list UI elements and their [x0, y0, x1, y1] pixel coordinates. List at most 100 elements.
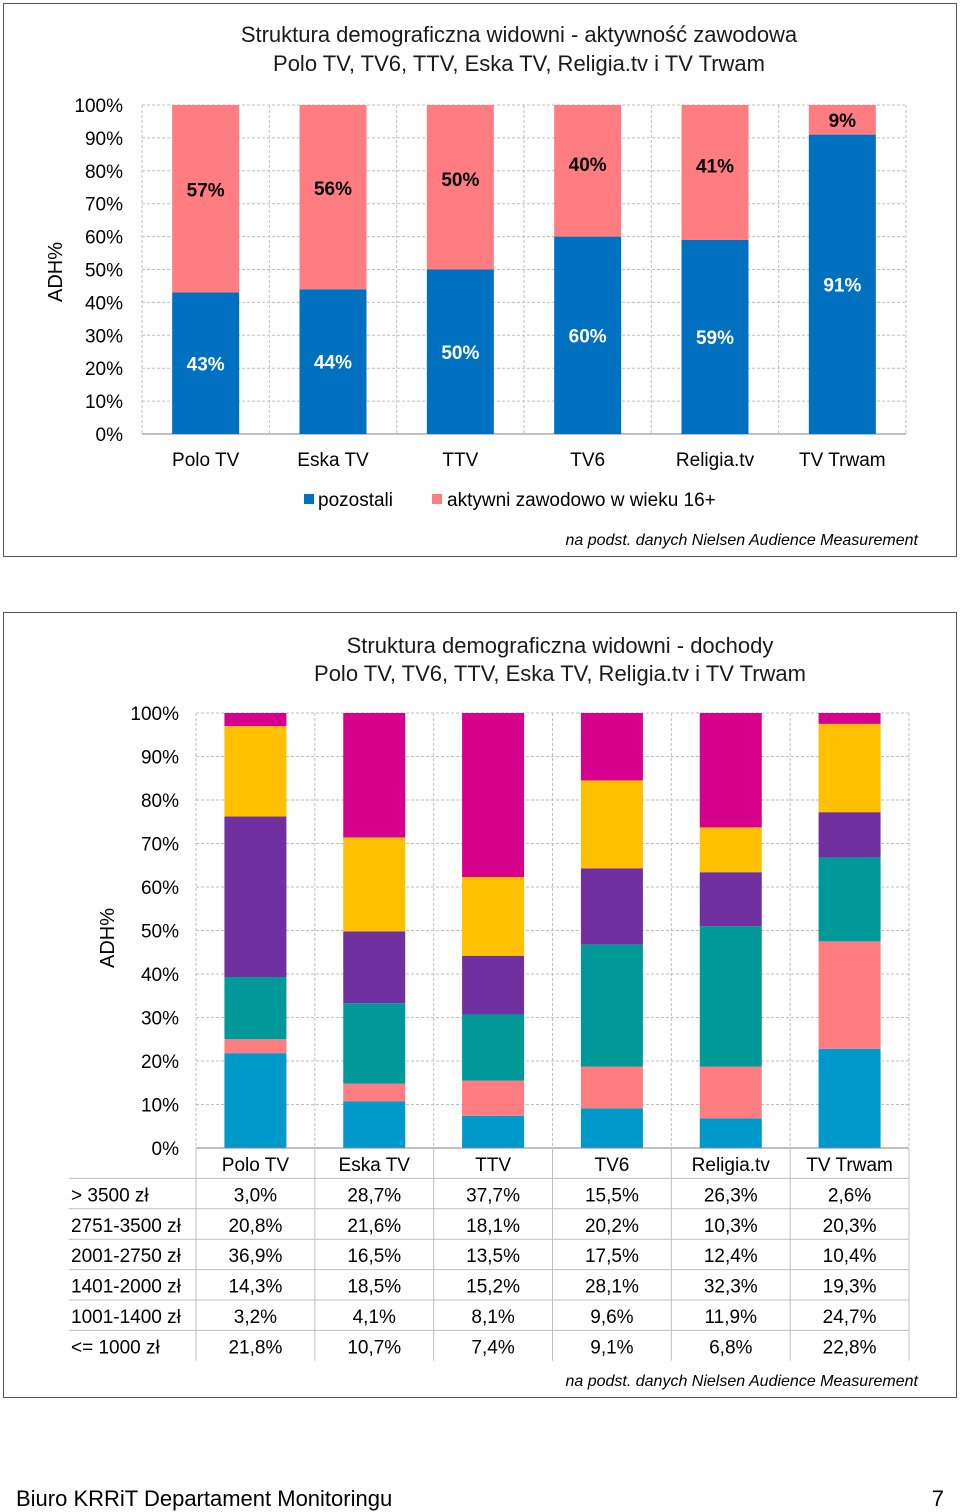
- bar-segment: [224, 713, 287, 727]
- table-cell: 26,3%: [704, 1185, 758, 1206]
- table-cell: 6,8%: [709, 1337, 752, 1358]
- table-cell: 22,8%: [823, 1337, 877, 1358]
- table-cell: 17,5%: [585, 1246, 639, 1267]
- table-cell: 3,0%: [234, 1185, 277, 1206]
- bar-segment: [580, 944, 643, 1067]
- bar-segment: [462, 955, 525, 1015]
- bar-segment: [699, 872, 762, 927]
- y-tick-label: 80%: [141, 791, 179, 812]
- y-tick-label: 60%: [141, 878, 179, 899]
- bar-segment: [554, 236, 622, 434]
- table-cell: 3,2%: [234, 1307, 277, 1328]
- data-label: 44%: [314, 353, 352, 374]
- chart-title: Struktura demograficzna widowni - aktywn…: [241, 22, 798, 47]
- table-cell: 19,3%: [823, 1277, 877, 1298]
- bar-segment: [580, 713, 643, 781]
- table-cell: 12,4%: [704, 1246, 758, 1267]
- bar-segment: [224, 726, 287, 817]
- bar-segment: [580, 1066, 643, 1109]
- table-row-header: 2751-3500 zł: [71, 1216, 182, 1237]
- bar-segment: [818, 723, 881, 813]
- legend-label: aktywni zawodowo w wieku 16+: [447, 490, 716, 511]
- bar-segment: [699, 713, 762, 828]
- bar-segment: [580, 868, 643, 945]
- bar-segment: [818, 857, 881, 942]
- bar-segment: [299, 289, 367, 434]
- table-cell: 28,7%: [347, 1185, 401, 1206]
- bar-segment: [426, 105, 494, 270]
- data-label: 41%: [696, 157, 734, 178]
- x-tick-label: TV Trwam: [799, 450, 886, 471]
- table-cell: 11,9%: [705, 1307, 758, 1328]
- bar-segment: [699, 1118, 762, 1148]
- table-cell: 16,5%: [347, 1246, 401, 1267]
- y-tick-label: 10%: [141, 1096, 179, 1117]
- bar-segment: [462, 1014, 525, 1081]
- bar-segment: [462, 1080, 525, 1116]
- bar-segment: [299, 105, 367, 290]
- bar-segment: [681, 239, 749, 434]
- table-cell: 15,5%: [585, 1185, 639, 1206]
- table-cell: 21,8%: [228, 1337, 282, 1358]
- table-column-header: Eska TV: [339, 1155, 411, 1176]
- bar-segment: [818, 812, 881, 858]
- table-cell: 32,3%: [704, 1277, 758, 1298]
- data-label: 50%: [441, 170, 479, 191]
- bar-segment: [580, 1108, 643, 1148]
- bar-segment: [343, 1101, 406, 1148]
- table-cell: 9,6%: [590, 1307, 633, 1328]
- chart-panel-income: Struktura demograficzna widowni - dochod…: [3, 612, 957, 1398]
- data-label: 91%: [823, 275, 861, 296]
- table-cell: 21,6%: [347, 1216, 401, 1237]
- bar-segment: [808, 134, 876, 435]
- bar-segment: [224, 816, 287, 978]
- y-tick-label: 10%: [85, 392, 123, 413]
- data-label: 43%: [187, 354, 225, 375]
- y-tick-label: 20%: [85, 359, 123, 380]
- bar-segment: [699, 1066, 762, 1119]
- employment-chart: Struktura demograficzna widowni - aktywn…: [45, 22, 907, 511]
- y-axis-label: ADH%: [97, 908, 119, 968]
- table-cell: 10,4%: [823, 1246, 877, 1267]
- data-label: 60%: [569, 326, 607, 347]
- y-tick-label: 70%: [141, 835, 179, 856]
- legend-swatch: [304, 494, 314, 504]
- table-column-header: Religia.tv: [692, 1155, 771, 1176]
- chart-subtitle: Polo TV, TV6, TTV, Eska TV, Religia.tv i…: [273, 51, 765, 76]
- table-cell: 20,2%: [585, 1216, 639, 1237]
- chart-title: Struktura demograficzna widowni - dochod…: [347, 633, 774, 658]
- legend-swatch: [432, 494, 442, 504]
- table-column-header: TV6: [594, 1155, 629, 1176]
- y-tick-label: 0%: [96, 425, 124, 446]
- page-number: 7: [931, 1486, 944, 1511]
- y-axis-label: ADH%: [45, 242, 67, 302]
- bar-segment: [343, 713, 406, 838]
- bar-segment: [580, 780, 643, 869]
- table-cell: 18,1%: [466, 1216, 520, 1237]
- bar-segment: [699, 827, 762, 873]
- table-column-header: TV Trwam: [806, 1155, 893, 1176]
- table-row-header: 2001-2750 zł: [71, 1246, 182, 1267]
- table-cell: 9,1%: [590, 1337, 633, 1358]
- table-row-header: 1001-1400 zł: [71, 1307, 182, 1328]
- table-cell: 14,3%: [228, 1277, 282, 1298]
- y-tick-label: 30%: [141, 1009, 179, 1030]
- bar-segment: [462, 876, 525, 956]
- bar-segment: [808, 105, 876, 135]
- table-cell: 15,2%: [466, 1277, 520, 1298]
- table-cell: 8,1%: [471, 1307, 514, 1328]
- x-tick-label: TV6: [570, 450, 605, 471]
- y-tick-label: 80%: [85, 162, 123, 183]
- y-tick-label: 50%: [141, 922, 179, 943]
- table-cell: 18,5%: [347, 1277, 401, 1298]
- y-tick-label: 40%: [85, 293, 123, 314]
- bar-segment: [818, 1048, 881, 1148]
- bar-segment: [343, 931, 406, 1004]
- chart-panel-employment: Struktura demograficzna widowni - aktywn…: [3, 3, 957, 557]
- bar-segment: [426, 269, 494, 434]
- y-tick-label: 90%: [85, 129, 123, 150]
- legend-label: pozostali: [318, 490, 393, 511]
- source-note: na podst. danych Nielsen Audience Measur…: [565, 532, 918, 549]
- source-note: na podst. danych Nielsen Audience Measur…: [565, 1373, 918, 1390]
- bar-segment: [224, 1053, 287, 1148]
